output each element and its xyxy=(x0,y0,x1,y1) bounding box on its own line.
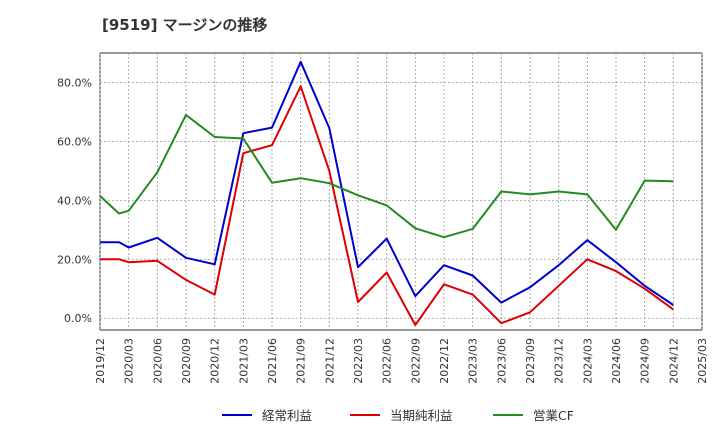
x-tick-label: 2021/06 xyxy=(266,338,279,384)
legend-label-2: 当期純利益 xyxy=(390,408,453,423)
y-tick-label: 60.0% xyxy=(57,135,92,148)
x-tick-label: 2022/09 xyxy=(409,338,422,384)
x-tick-label: 2021/03 xyxy=(237,338,250,384)
x-tick-label: 2020/03 xyxy=(123,338,136,384)
x-tick-label: 2023/03 xyxy=(467,338,480,384)
x-tick-label: 2023/06 xyxy=(495,338,508,384)
x-tick-label: 2020/12 xyxy=(209,338,222,384)
series-line-2 xyxy=(100,85,674,326)
chart-title: [9519] マージンの推移 xyxy=(102,16,268,34)
x-tick-label: 2025/03 xyxy=(696,338,709,384)
x-tick-label: 2024/12 xyxy=(667,338,680,384)
y-tick-label: 0.0% xyxy=(64,312,92,325)
legend-label-1: 経常利益 xyxy=(262,408,312,423)
x-tick-label: 2022/03 xyxy=(352,338,365,384)
x-tick-label: 2022/06 xyxy=(381,338,394,384)
x-tick-label: 2019/12 xyxy=(94,338,107,384)
x-tick-label: 2024/03 xyxy=(581,338,594,384)
x-tick-label: 2024/06 xyxy=(610,338,623,384)
x-tick-label: 2023/12 xyxy=(553,338,566,384)
x-tick-label: 2024/09 xyxy=(639,338,652,384)
x-tick-label: 2020/09 xyxy=(180,338,193,384)
y-tick-label: 20.0% xyxy=(57,253,92,266)
x-tick-label: 2021/09 xyxy=(295,338,308,384)
y-tick-label: 40.0% xyxy=(57,194,92,207)
legend-label-3: 営業CF xyxy=(533,408,574,423)
x-tick-label: 2022/12 xyxy=(438,338,451,384)
series-line-3 xyxy=(99,113,674,239)
x-tick-label: 2021/12 xyxy=(323,338,336,384)
x-tick-label: 2023/09 xyxy=(524,338,537,384)
x-tick-label: 2020/06 xyxy=(151,338,164,384)
y-tick-label: 80.0% xyxy=(57,76,92,89)
series-line-1 xyxy=(100,60,674,306)
plot-area xyxy=(99,52,703,331)
